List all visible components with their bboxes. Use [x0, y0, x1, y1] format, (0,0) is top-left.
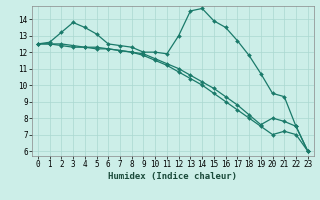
X-axis label: Humidex (Indice chaleur): Humidex (Indice chaleur)	[108, 172, 237, 181]
